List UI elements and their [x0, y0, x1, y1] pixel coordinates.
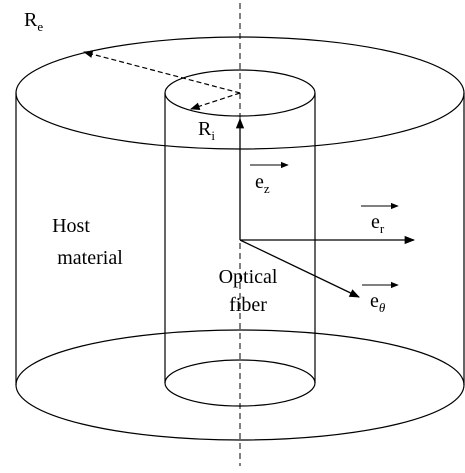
inner-radius-label: Ri: [198, 118, 215, 143]
host-material-label-line1: Host: [52, 215, 90, 237]
radial-vector-label: er: [371, 211, 385, 236]
outer-radius-line: [83, 50, 241, 94]
host-material-label-line2: material: [57, 247, 123, 269]
optical-fiber-label-line2: fiber: [229, 294, 267, 316]
inner-radius-line: [190, 92, 241, 110]
optical-fiber-label-line1: Optical: [219, 266, 278, 288]
hoop-vector-label: eθ: [370, 290, 386, 315]
hoop-arrow: [239, 239, 360, 298]
axial-vector-label: ez: [255, 171, 270, 196]
outer-radius-label: Re: [24, 9, 43, 34]
host-bottom-ellipse: [15, 329, 465, 441]
